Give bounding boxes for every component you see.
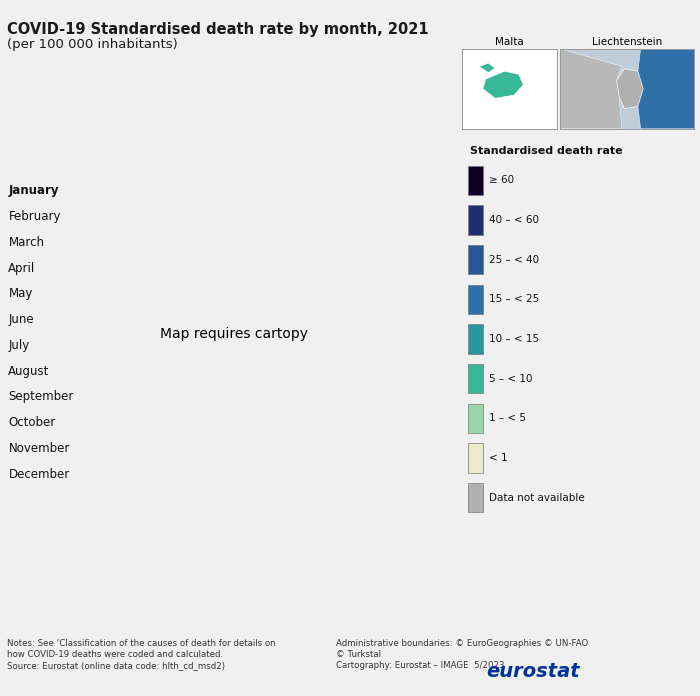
Text: Data not available: Data not available: [489, 493, 584, 503]
Text: Map requires cartopy: Map requires cartopy: [160, 327, 308, 341]
Text: 1 – < 5: 1 – < 5: [489, 413, 526, 423]
Text: September: September: [8, 390, 74, 404]
Polygon shape: [483, 71, 524, 98]
Polygon shape: [617, 69, 643, 109]
Text: Source: Eurostat (online data code: hlth_cd_msd2): Source: Eurostat (online data code: hlth…: [7, 661, 225, 670]
Text: February: February: [8, 210, 61, 223]
Text: July: July: [8, 339, 29, 352]
Text: (per 100 000 inhabitants): (per 100 000 inhabitants): [7, 38, 178, 51]
Text: Malta: Malta: [495, 38, 524, 47]
Text: Administrative boundaries: © EuroGeographies © UN-FAO: Administrative boundaries: © EuroGeograp…: [336, 639, 588, 648]
Polygon shape: [638, 49, 694, 129]
Text: COVID-19 Standardised death rate by month, 2021: COVID-19 Standardised death rate by mont…: [7, 22, 428, 38]
Text: Notes: See ‘Classification of the causes of death for details on: Notes: See ‘Classification of the causes…: [7, 639, 276, 648]
Text: eurostat: eurostat: [486, 662, 580, 681]
Text: April: April: [8, 262, 36, 275]
Text: < 1: < 1: [489, 453, 508, 463]
Text: 15 – < 25: 15 – < 25: [489, 294, 539, 304]
Text: March: March: [8, 236, 44, 249]
Text: May: May: [8, 287, 33, 301]
Text: June: June: [8, 313, 34, 326]
Text: 40 – < 60: 40 – < 60: [489, 215, 538, 225]
Text: 25 – < 40: 25 – < 40: [489, 255, 539, 264]
Text: December: December: [8, 468, 70, 481]
Text: November: November: [8, 442, 70, 455]
Text: Liechtenstein: Liechtenstein: [592, 38, 662, 47]
Text: © Turkstal: © Turkstal: [336, 650, 381, 659]
Text: January: January: [8, 184, 59, 198]
Text: Cartography: Eurostat – IMAGE  5/2023: Cartography: Eurostat – IMAGE 5/2023: [336, 661, 505, 670]
Polygon shape: [560, 49, 694, 129]
Polygon shape: [560, 49, 622, 129]
Text: ≥ 60: ≥ 60: [489, 175, 514, 185]
Polygon shape: [479, 63, 495, 72]
Text: 10 – < 15: 10 – < 15: [489, 334, 539, 344]
Text: 5 – < 10: 5 – < 10: [489, 374, 532, 383]
Text: Standardised death rate: Standardised death rate: [470, 146, 623, 156]
Text: August: August: [8, 365, 50, 378]
Text: October: October: [8, 416, 56, 429]
Text: how COVID-19 deaths were coded and calculated.: how COVID-19 deaths were coded and calcu…: [7, 650, 223, 659]
